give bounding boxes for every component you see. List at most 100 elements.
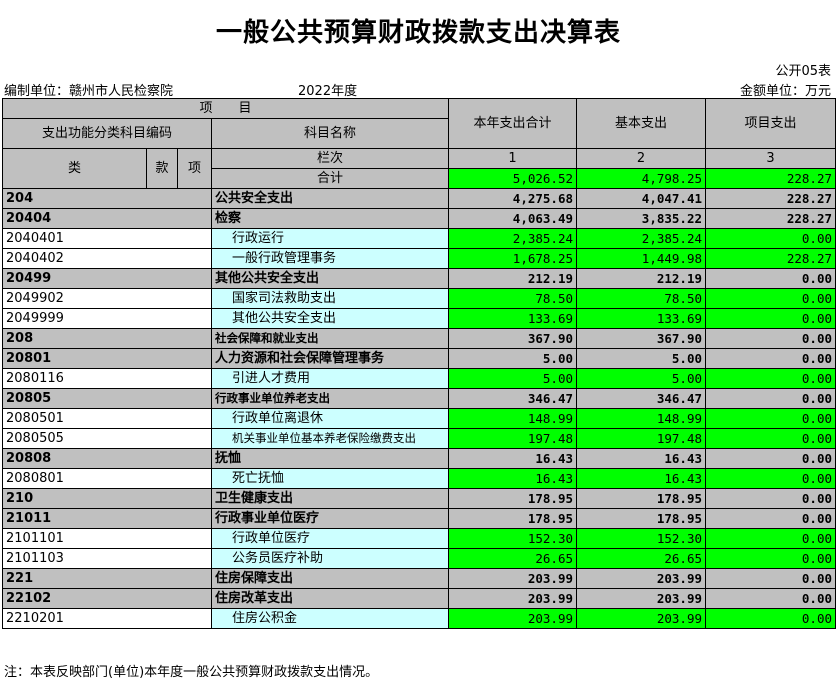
row-basic: 5.00 bbox=[576, 368, 707, 389]
row-project: 0.00 bbox=[705, 468, 837, 489]
row-project: 0.00 bbox=[705, 608, 837, 629]
row-project: 228.27 bbox=[705, 188, 837, 209]
row-code: 2040402 bbox=[2, 248, 212, 269]
amount-unit: 金额单位：万元 bbox=[739, 84, 831, 99]
row-code: 221 bbox=[2, 568, 212, 589]
row-code: 20808 bbox=[2, 448, 212, 469]
row-project: 0.00 bbox=[705, 588, 837, 609]
row-total: 203.99 bbox=[448, 588, 578, 609]
row-total: 133.69 bbox=[448, 308, 578, 329]
row-basic: 78.50 bbox=[576, 288, 707, 309]
table-row: 2210201 住房公积金 203.99 203.99 0.00 bbox=[2, 608, 837, 629]
row-project: 228.27 bbox=[705, 248, 837, 269]
row-subject-name: 人力资源和社会保障管理事务 bbox=[210, 348, 450, 369]
row-subject-name: 抚恤 bbox=[210, 448, 450, 469]
sum-project: 228.27 bbox=[705, 168, 837, 189]
row-project: 0.00 bbox=[705, 368, 837, 389]
row-project: 0.00 bbox=[705, 448, 837, 469]
row-basic: 1,449.98 bbox=[576, 248, 707, 269]
reporting-unit: 编制单位：赣州市人民检察院 bbox=[4, 84, 174, 99]
row-project: 0.00 bbox=[705, 288, 837, 309]
row-subject-name: 行政运行 bbox=[210, 228, 450, 249]
row-project: 0.00 bbox=[705, 408, 837, 429]
table-row: 208 社会保障和就业支出 367.90 367.90 0.00 bbox=[2, 328, 837, 349]
row-basic: 203.99 bbox=[576, 568, 707, 589]
sum-total: 5,026.52 bbox=[448, 168, 578, 189]
row-basic: 5.00 bbox=[576, 348, 707, 369]
table-row: 2080116 引进人才费用 5.00 5.00 0.00 bbox=[2, 368, 837, 389]
row-total: 5.00 bbox=[448, 348, 578, 369]
header-basic: 基本支出 bbox=[576, 98, 707, 149]
row-project: 0.00 bbox=[705, 428, 837, 449]
row-subject-name: 社会保障和就业支出 bbox=[210, 328, 450, 349]
header-item: 项 目 bbox=[1, 98, 450, 119]
row-code: 2049902 bbox=[2, 288, 212, 309]
row-basic: 346.47 bbox=[576, 388, 707, 409]
sum-basic: 4,798.25 bbox=[576, 168, 707, 189]
table-row: 221 住房保障支出 203.99 203.99 0.00 bbox=[2, 568, 837, 589]
row-code: 210 bbox=[2, 488, 212, 509]
table-row: 20805 行政事业单位养老支出 346.47 346.47 0.00 bbox=[2, 388, 837, 409]
row-subject-name: 一般行政管理事务 bbox=[210, 248, 450, 269]
row-subject-name: 住房改革支出 bbox=[210, 588, 450, 609]
row-project: 0.00 bbox=[705, 528, 837, 549]
table-row: 2080505 机关事业单位基本养老保险缴费支出 197.48 197.48 0.00 bbox=[2, 428, 837, 449]
row-total: 197.48 bbox=[448, 428, 578, 449]
row-basic: 212.19 bbox=[576, 268, 707, 289]
row-basic: 133.69 bbox=[576, 308, 707, 329]
form-number: 公开05表 bbox=[775, 64, 831, 79]
row-basic: 148.99 bbox=[576, 408, 707, 429]
report-year: 2022年度 bbox=[298, 84, 358, 99]
row-code: 20805 bbox=[2, 388, 212, 409]
row-basic: 178.95 bbox=[576, 488, 707, 509]
row-code: 2080505 bbox=[2, 428, 212, 449]
header-row-column-order: 类款项栏次 1 2 3 bbox=[2, 148, 837, 189]
row-subject-name: 住房保障支出 bbox=[210, 568, 450, 589]
row-total: 367.90 bbox=[448, 328, 578, 349]
header-lei: 类 bbox=[2, 148, 147, 189]
row-code: 204 bbox=[2, 188, 212, 209]
row-basic: 197.48 bbox=[576, 428, 707, 449]
row-basic: 16.43 bbox=[576, 448, 707, 469]
row-project: 0.00 bbox=[705, 348, 837, 369]
row-subject-name: 引进人才费用 bbox=[210, 368, 450, 389]
row-basic: 3,835.22 bbox=[576, 208, 707, 229]
row-subject-name: 公共安全支出 bbox=[210, 188, 450, 209]
row-subject-name: 行政事业单位养老支出 bbox=[210, 388, 450, 409]
sum-row: 合计 5,026.52 4,798.25 228.27 bbox=[3, 168, 837, 189]
row-code: 2080801 bbox=[2, 468, 212, 489]
row-code: 2049999 bbox=[2, 308, 212, 329]
row-basic: 203.99 bbox=[576, 588, 707, 609]
row-subject-name: 行政单位医疗 bbox=[210, 528, 450, 549]
row-total: 178.95 bbox=[448, 508, 578, 529]
row-project: 0.00 bbox=[705, 508, 837, 529]
row-basic: 367.90 bbox=[576, 328, 707, 349]
row-project: 0.00 bbox=[705, 228, 837, 249]
row-code: 2210201 bbox=[2, 608, 212, 629]
row-code: 2101101 bbox=[2, 528, 212, 549]
table-row: 20808 抚恤 16.43 16.43 0.00 bbox=[2, 448, 837, 469]
row-total: 4,275.68 bbox=[448, 188, 578, 209]
row-project: 0.00 bbox=[705, 548, 837, 569]
row-subject-name: 其他公共安全支出 bbox=[210, 268, 450, 289]
row-basic: 16.43 bbox=[576, 468, 707, 489]
row-total: 1,678.25 bbox=[448, 248, 578, 269]
row-total: 5.00 bbox=[448, 368, 578, 389]
table-row: 210 卫生健康支出 178.95 178.95 0.00 bbox=[2, 488, 837, 509]
row-total: 203.99 bbox=[448, 608, 578, 629]
row-total: 212.19 bbox=[448, 268, 578, 289]
row-code: 208 bbox=[2, 328, 212, 349]
table-row: 20801 人力资源和社会保障管理事务 5.00 5.00 0.00 bbox=[2, 348, 837, 369]
row-subject-name: 机关事业单位基本养老保险缴费支出 bbox=[210, 428, 450, 449]
row-code: 21011 bbox=[2, 508, 212, 529]
row-project: 0.00 bbox=[705, 308, 837, 329]
row-basic: 203.99 bbox=[576, 608, 707, 629]
row-subject-name: 行政单位离退休 bbox=[210, 408, 450, 429]
row-basic: 26.65 bbox=[576, 548, 707, 569]
row-project: 0.00 bbox=[705, 388, 837, 409]
row-total: 2,385.24 bbox=[448, 228, 578, 249]
row-total: 178.95 bbox=[448, 488, 578, 509]
table-row: 2080501 行政单位离退休 148.99 148.99 0.00 bbox=[2, 408, 837, 429]
row-basic: 4,047.41 bbox=[576, 188, 707, 209]
table-row: 2101101 行政单位医疗 152.30 152.30 0.00 bbox=[2, 528, 837, 549]
